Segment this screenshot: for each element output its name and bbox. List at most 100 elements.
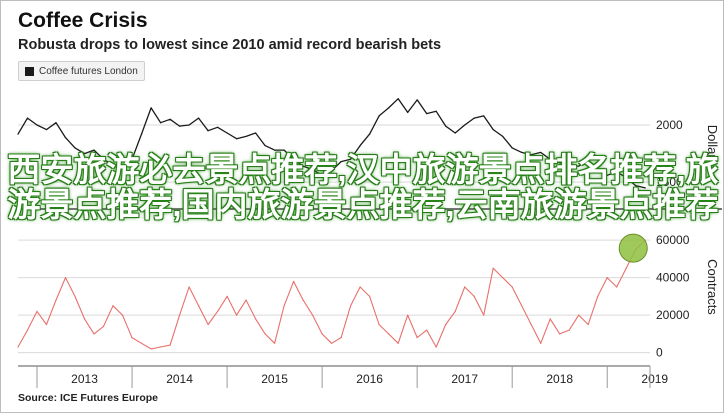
y-tick-label: 40000 xyxy=(656,271,690,285)
data-point xyxy=(378,115,380,117)
data-point xyxy=(140,133,143,135)
data-point xyxy=(407,111,409,114)
data-point xyxy=(150,107,152,109)
data-point xyxy=(483,314,485,316)
x-tick-label: 2019 xyxy=(641,372,668,386)
data-point xyxy=(359,144,361,147)
y-tick-label: 2000 xyxy=(656,118,683,132)
data-point xyxy=(521,151,523,154)
data-point xyxy=(606,277,608,279)
legend-label: Coffee futures London xyxy=(39,65,138,77)
data-point xyxy=(464,124,466,126)
data-point xyxy=(597,167,599,170)
data-point xyxy=(473,117,475,119)
data-point xyxy=(74,147,76,149)
data-point xyxy=(26,329,29,331)
data-point xyxy=(245,299,247,301)
data-point xyxy=(159,122,162,124)
data-point xyxy=(549,318,551,320)
data-point xyxy=(350,158,352,160)
x-tick-label: 2014 xyxy=(166,372,193,386)
data-point xyxy=(74,295,76,297)
data-point xyxy=(235,138,238,140)
data-point xyxy=(340,337,342,339)
positions-line xyxy=(17,239,646,350)
data-point xyxy=(416,337,418,339)
y-axis-label: Contracts xyxy=(705,259,720,315)
data-point xyxy=(321,174,323,176)
data-point xyxy=(492,267,494,269)
data-point xyxy=(549,158,551,160)
data-point xyxy=(36,124,38,126)
data-point xyxy=(64,136,67,139)
data-point xyxy=(331,170,333,172)
data-point xyxy=(445,125,447,127)
data-point xyxy=(274,342,276,344)
data-point xyxy=(483,115,485,117)
data-point xyxy=(188,286,190,288)
price-line xyxy=(17,98,646,189)
x-axis: 2013 2014 2015 2016 2017 2018 2019 xyxy=(18,365,668,388)
data-point xyxy=(312,314,314,316)
data-point xyxy=(226,132,228,134)
data-point xyxy=(388,333,390,335)
data-point xyxy=(36,310,38,312)
data-point xyxy=(17,346,19,348)
data-point xyxy=(131,337,133,339)
data-point xyxy=(283,305,285,307)
data-point xyxy=(178,125,181,127)
data-point xyxy=(331,342,333,344)
data-point xyxy=(178,314,181,316)
y-tick-label: 0 xyxy=(656,346,663,360)
data-point xyxy=(45,128,48,131)
data-point xyxy=(254,132,257,134)
data-point xyxy=(578,165,580,167)
grid-layer xyxy=(18,124,722,354)
data-point xyxy=(407,314,409,316)
data-point xyxy=(45,323,48,326)
chart-subtitle: Robusta drops to lowest since 2010 amid … xyxy=(18,37,442,53)
legend-coffee-futures: Coffee futures London xyxy=(18,61,145,81)
data-point xyxy=(502,277,504,279)
data-point xyxy=(55,122,57,124)
data-point xyxy=(207,130,209,132)
data-point xyxy=(169,118,171,120)
data-point xyxy=(26,117,29,119)
data-point xyxy=(359,286,361,288)
data-point xyxy=(454,310,456,312)
y-tick-label: 20000 xyxy=(656,308,690,322)
data-point xyxy=(83,152,86,155)
data-point xyxy=(597,295,599,297)
data-point xyxy=(578,314,580,316)
y-tick-label: 1500 xyxy=(656,175,683,189)
data-point xyxy=(426,112,428,115)
data-point xyxy=(568,165,570,167)
legend-swatch xyxy=(25,66,34,76)
data-point xyxy=(17,133,19,135)
data-point xyxy=(216,310,219,312)
data-point xyxy=(264,144,266,147)
data-point xyxy=(197,305,200,307)
x-tick-label: 2018 xyxy=(546,372,573,386)
positions-panel: 0 20000 40000 60000 Contracts xyxy=(17,233,720,360)
data-point xyxy=(435,346,437,348)
data-point xyxy=(625,267,627,269)
data-point xyxy=(530,154,532,156)
data-point xyxy=(445,323,447,326)
data-point xyxy=(416,99,418,101)
data-point xyxy=(616,286,618,288)
data-point xyxy=(350,305,352,307)
price-panel: 1500 2000 Dollars xyxy=(17,98,720,189)
data-point xyxy=(93,149,95,151)
data-point xyxy=(274,149,276,151)
data-point xyxy=(55,299,57,301)
data-point xyxy=(492,128,494,131)
data-point xyxy=(216,126,219,128)
data-point xyxy=(340,160,342,163)
data-point xyxy=(64,277,67,279)
data-point xyxy=(502,135,504,138)
data-point xyxy=(369,295,371,297)
data-point xyxy=(254,318,257,320)
